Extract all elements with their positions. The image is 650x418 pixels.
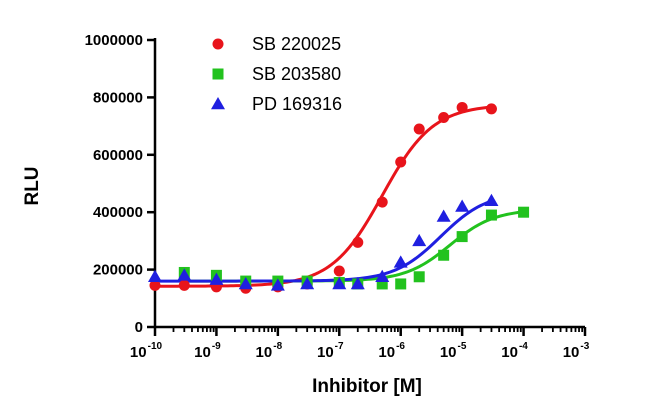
data-point-1: [149, 279, 161, 291]
data-point-1: [178, 279, 190, 291]
data-point-3: [332, 276, 347, 290]
data-point-3: [455, 199, 470, 212]
data-point-3: [350, 276, 365, 290]
data-point-1: [376, 196, 388, 208]
data-point-3: [300, 276, 315, 290]
fit-curve-3: [155, 199, 492, 283]
data-point-3: [270, 278, 285, 291]
legend: SB 220025 SB 203580 PD 169316: [211, 34, 342, 114]
data-points: [148, 101, 530, 294]
data-point-1: [485, 103, 497, 115]
y-tick-label: 200000: [93, 262, 143, 279]
x-tick-label: 10-5: [440, 341, 467, 361]
y-tick-label: 600000: [93, 147, 143, 164]
fit-curve-2: [184, 210, 524, 283]
data-point-2: [485, 209, 497, 221]
data-point-3: [375, 269, 390, 283]
x-tick-label: 10-10: [130, 341, 163, 361]
data-point-2: [413, 271, 425, 283]
x-tick-label: 10-3: [563, 341, 590, 361]
data-point-3: [148, 269, 162, 283]
x-tick-label: 10-6: [378, 341, 405, 361]
x-tick-label: 10-4: [501, 341, 528, 361]
data-point-3: [393, 255, 408, 268]
legend-label-1: SB 220025: [252, 34, 341, 54]
data-point-3: [484, 193, 499, 206]
x-tick-label: 10-9: [194, 341, 221, 361]
y-tick-label: 400000: [93, 204, 143, 221]
x-tick-label: 10-7: [317, 341, 344, 361]
y-axis-title: RLU: [22, 166, 43, 205]
data-point-1: [438, 111, 450, 123]
data-point-1: [413, 123, 425, 135]
legend-label-2: SB 203580: [252, 64, 341, 84]
data-point-2: [376, 278, 388, 290]
data-point-2: [456, 231, 468, 243]
data-point-2: [395, 278, 407, 290]
x-tick-label: 10-8: [256, 341, 283, 361]
x-axis-title: Inhibitor [M]: [312, 376, 422, 397]
data-point-3: [177, 268, 192, 281]
data-point-3: [238, 276, 253, 290]
axes: 0 200000 400000 600000 800000 1000000 10-10 10-…: [85, 32, 590, 361]
data-point-1: [352, 236, 364, 248]
y-tick-label: 800000: [93, 89, 143, 106]
legend-marker-1: [212, 38, 224, 50]
legend-marker-3: [211, 97, 225, 110]
y-tick-label: 1000000: [85, 32, 143, 49]
legend-label-3: PD 169316: [252, 94, 342, 114]
data-point-2: [438, 249, 450, 261]
data-point-1: [333, 265, 345, 277]
y-tick-label: 0: [135, 319, 143, 336]
data-point-2: [518, 206, 530, 218]
legend-marker-2: [212, 68, 224, 80]
fit-curves: [155, 105, 524, 288]
data-point-1: [456, 101, 468, 113]
data-point-3: [412, 233, 427, 247]
data-point-3: [436, 209, 451, 222]
data-point-3: [209, 272, 224, 285]
data-point-1: [395, 156, 407, 168]
